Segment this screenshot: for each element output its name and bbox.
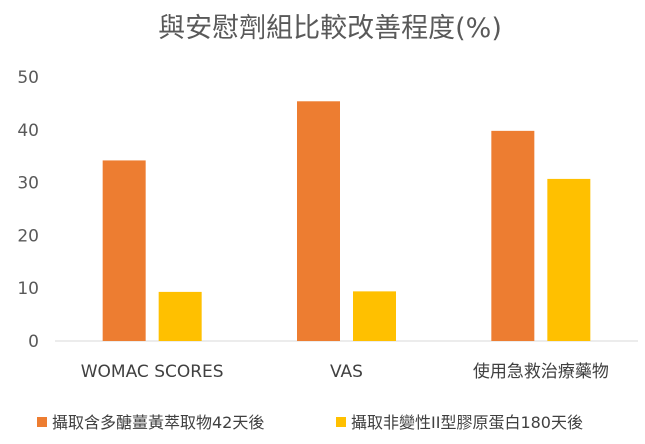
bars-group <box>102 101 591 342</box>
category-label: WOMAC SCORES <box>81 362 224 382</box>
bar-series1-cat1 <box>102 160 146 341</box>
legend-swatch-series1 <box>37 417 47 427</box>
legend: 攝取含多醣薑黃萃取物42天後 攝取非變性II型膠原蛋白180天後 <box>37 413 583 432</box>
y-tick-label: 50 <box>17 68 39 88</box>
chart-title: 與安慰劑組比較改善程度(%) <box>158 13 502 44</box>
category-label: 使用急救治療藥物 <box>473 361 609 382</box>
category-labels: WOMAC SCORES VAS 使用急救治療藥物 <box>81 361 609 382</box>
bar-series2-cat3 <box>547 178 591 341</box>
bar-series2-cat2 <box>353 291 396 341</box>
y-tick-label: 30 <box>17 174 39 194</box>
legend-label-series2: 攝取非變性II型膠原蛋白180天後 <box>351 413 583 432</box>
bar-series2-cat1 <box>158 291 202 341</box>
bar-series1-cat2 <box>297 101 340 342</box>
legend-label-series1: 攝取含多醣薑黃萃取物42天後 <box>52 413 264 432</box>
y-tick-label: 20 <box>17 226 39 246</box>
bar-series1-cat3 <box>491 130 535 341</box>
y-tick-label: 10 <box>17 279 39 299</box>
y-axis-ticks: 0 10 20 30 40 50 <box>17 68 39 352</box>
legend-swatch-series2 <box>336 417 346 427</box>
y-tick-label: 40 <box>17 121 39 141</box>
y-tick-label: 0 <box>28 332 39 352</box>
category-label: VAS <box>330 362 363 382</box>
